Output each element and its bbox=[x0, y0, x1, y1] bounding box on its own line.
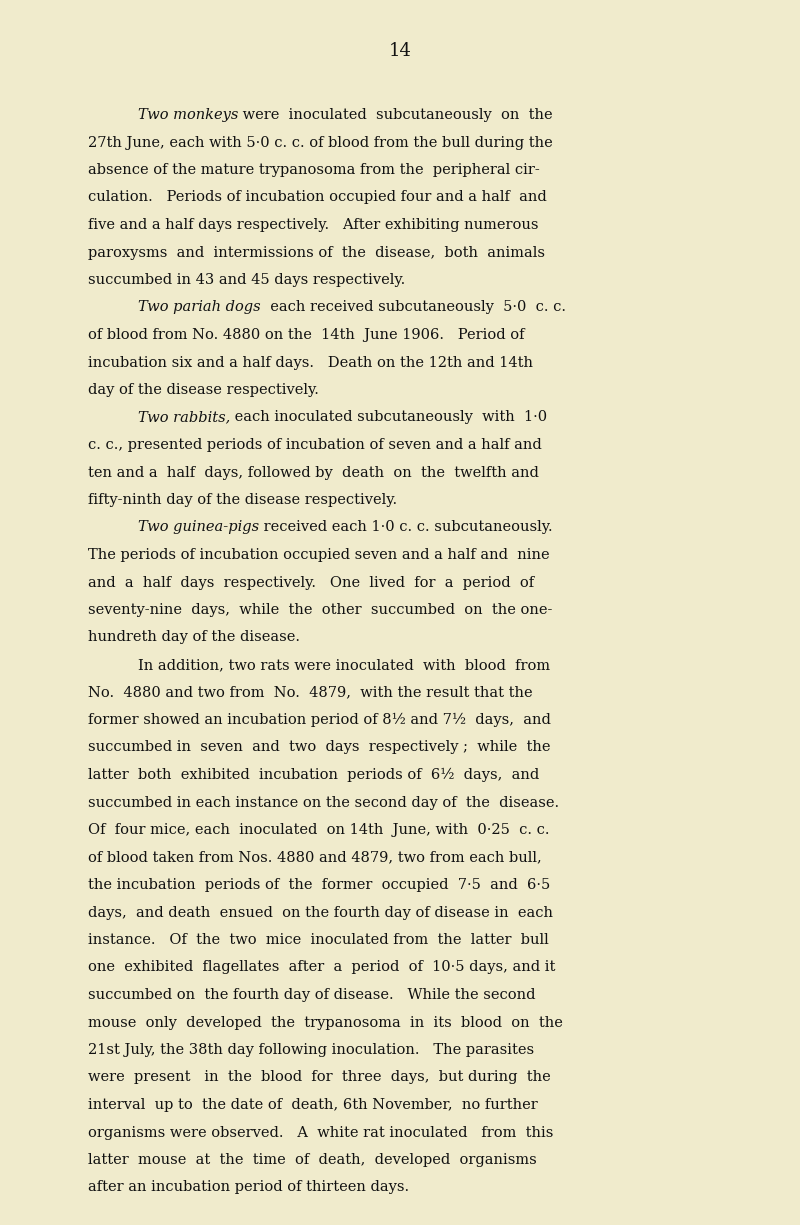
Text: after an incubation period of thirteen days.: after an incubation period of thirteen d… bbox=[88, 1181, 409, 1194]
Text: each received subcutaneously  5·0  c. c.: each received subcutaneously 5·0 c. c. bbox=[261, 300, 566, 315]
Text: succumbed in 43 and 45 days respectively.: succumbed in 43 and 45 days respectively… bbox=[88, 273, 406, 287]
Text: each inoculated subcutaneously  with  1·0: each inoculated subcutaneously with 1·0 bbox=[230, 410, 547, 425]
Text: former showed an incubation period of 8½ and 7½  days,  and: former showed an incubation period of 8½… bbox=[88, 713, 551, 728]
Text: 27th June, each with 5·0 c. c. of blood from the bull during the: 27th June, each with 5·0 c. c. of blood … bbox=[88, 136, 553, 149]
Text: instance.   Of  the  two  mice  inoculated from  the  latter  bull: instance. Of the two mice inoculated fro… bbox=[88, 933, 549, 947]
Text: 14: 14 bbox=[389, 42, 411, 60]
Text: fifty-ninth day of the disease respectively.: fifty-ninth day of the disease respectiv… bbox=[88, 492, 397, 507]
Text: incubation six and a half days.   Death on the 12th and 14th: incubation six and a half days. Death on… bbox=[88, 355, 533, 370]
Text: one  exhibited  flagellates  after  a  period  of  10·5 days, and it: one exhibited flagellates after a period… bbox=[88, 960, 555, 975]
Text: days,  and death  ensued  on the fourth day of disease in  each: days, and death ensued on the fourth day… bbox=[88, 905, 553, 920]
Text: were  present   in  the  blood  for  three  days,  but during  the: were present in the blood for three days… bbox=[88, 1071, 550, 1084]
Text: succumbed in  seven  and  two  days  respectively ;  while  the: succumbed in seven and two days respecti… bbox=[88, 740, 550, 755]
Text: mouse  only  developed  the  trypanosoma  in  its  blood  on  the: mouse only developed the trypanosoma in … bbox=[88, 1016, 563, 1029]
Text: culation.   Periods of incubation occupied four and a half  and: culation. Periods of incubation occupied… bbox=[88, 191, 546, 205]
Text: In addition, two rats were inoculated  with  blood  from: In addition, two rats were inoculated wi… bbox=[138, 658, 550, 673]
Text: absence of the mature trypanosoma from the  peripheral cir-: absence of the mature trypanosoma from t… bbox=[88, 163, 540, 176]
Text: succumbed on  the fourth day of disease.   While the second: succumbed on the fourth day of disease. … bbox=[88, 989, 535, 1002]
Text: The periods of incubation occupied seven and a half and  nine: The periods of incubation occupied seven… bbox=[88, 548, 550, 562]
Text: No.  4880 and two from  No.  4879,  with the result that the: No. 4880 and two from No. 4879, with the… bbox=[88, 686, 533, 699]
Text: Two pariah dogs: Two pariah dogs bbox=[138, 300, 261, 315]
Text: Two rabbits,: Two rabbits, bbox=[138, 410, 230, 425]
Text: paroxysms  and  intermissions of  the  disease,  both  animals: paroxysms and intermissions of the disea… bbox=[88, 245, 545, 260]
Text: Two guinea-pigs: Two guinea-pigs bbox=[138, 521, 259, 534]
Text: day of the disease respectively.: day of the disease respectively. bbox=[88, 383, 319, 397]
Text: hundreth day of the disease.: hundreth day of the disease. bbox=[88, 631, 300, 644]
Text: of blood taken from Nos. 4880 and 4879, two from each bull,: of blood taken from Nos. 4880 and 4879, … bbox=[88, 850, 542, 865]
Text: succumbed in each instance on the second day of  the  disease.: succumbed in each instance on the second… bbox=[88, 795, 559, 810]
Text: Two monkeys: Two monkeys bbox=[138, 108, 238, 123]
Text: the incubation  periods of  the  former  occupied  7·5  and  6·5: the incubation periods of the former occ… bbox=[88, 878, 550, 892]
Text: latter  mouse  at  the  time  of  death,  developed  organisms: latter mouse at the time of death, devel… bbox=[88, 1153, 537, 1167]
Text: latter  both  exhibited  incubation  periods of  6½  days,  and: latter both exhibited incubation periods… bbox=[88, 768, 539, 783]
Text: seventy-nine  days,  while  the  other  succumbed  on  the one-: seventy-nine days, while the other succu… bbox=[88, 603, 552, 617]
Text: of blood from No. 4880 on the  14th  June 1906.   Period of: of blood from No. 4880 on the 14th June … bbox=[88, 328, 525, 342]
Text: received each 1·0 c. c. subcutaneously.: received each 1·0 c. c. subcutaneously. bbox=[259, 521, 553, 534]
Text: Of  four mice, each  inoculated  on 14th  June, with  0·25  c. c.: Of four mice, each inoculated on 14th Ju… bbox=[88, 823, 550, 837]
Text: interval  up to  the date of  death, 6th November,  no further: interval up to the date of death, 6th No… bbox=[88, 1098, 538, 1112]
Text: 21st July, the 38th day following inoculation.   The parasites: 21st July, the 38th day following inocul… bbox=[88, 1042, 534, 1057]
Text: five and a half days respectively.   After exhibiting numerous: five and a half days respectively. After… bbox=[88, 218, 538, 232]
Text: organisms were observed.   A  white rat inoculated   from  this: organisms were observed. A white rat ino… bbox=[88, 1126, 554, 1139]
Text: ten and a  half  days, followed by  death  on  the  twelfth and: ten and a half days, followed by death o… bbox=[88, 466, 539, 479]
Text: c. c., presented periods of incubation of seven and a half and: c. c., presented periods of incubation o… bbox=[88, 439, 542, 452]
Text: and  a  half  days  respectively.   One  lived  for  a  period  of: and a half days respectively. One lived … bbox=[88, 576, 534, 589]
Text: were  inoculated  subcutaneously  on  the: were inoculated subcutaneously on the bbox=[238, 108, 553, 123]
